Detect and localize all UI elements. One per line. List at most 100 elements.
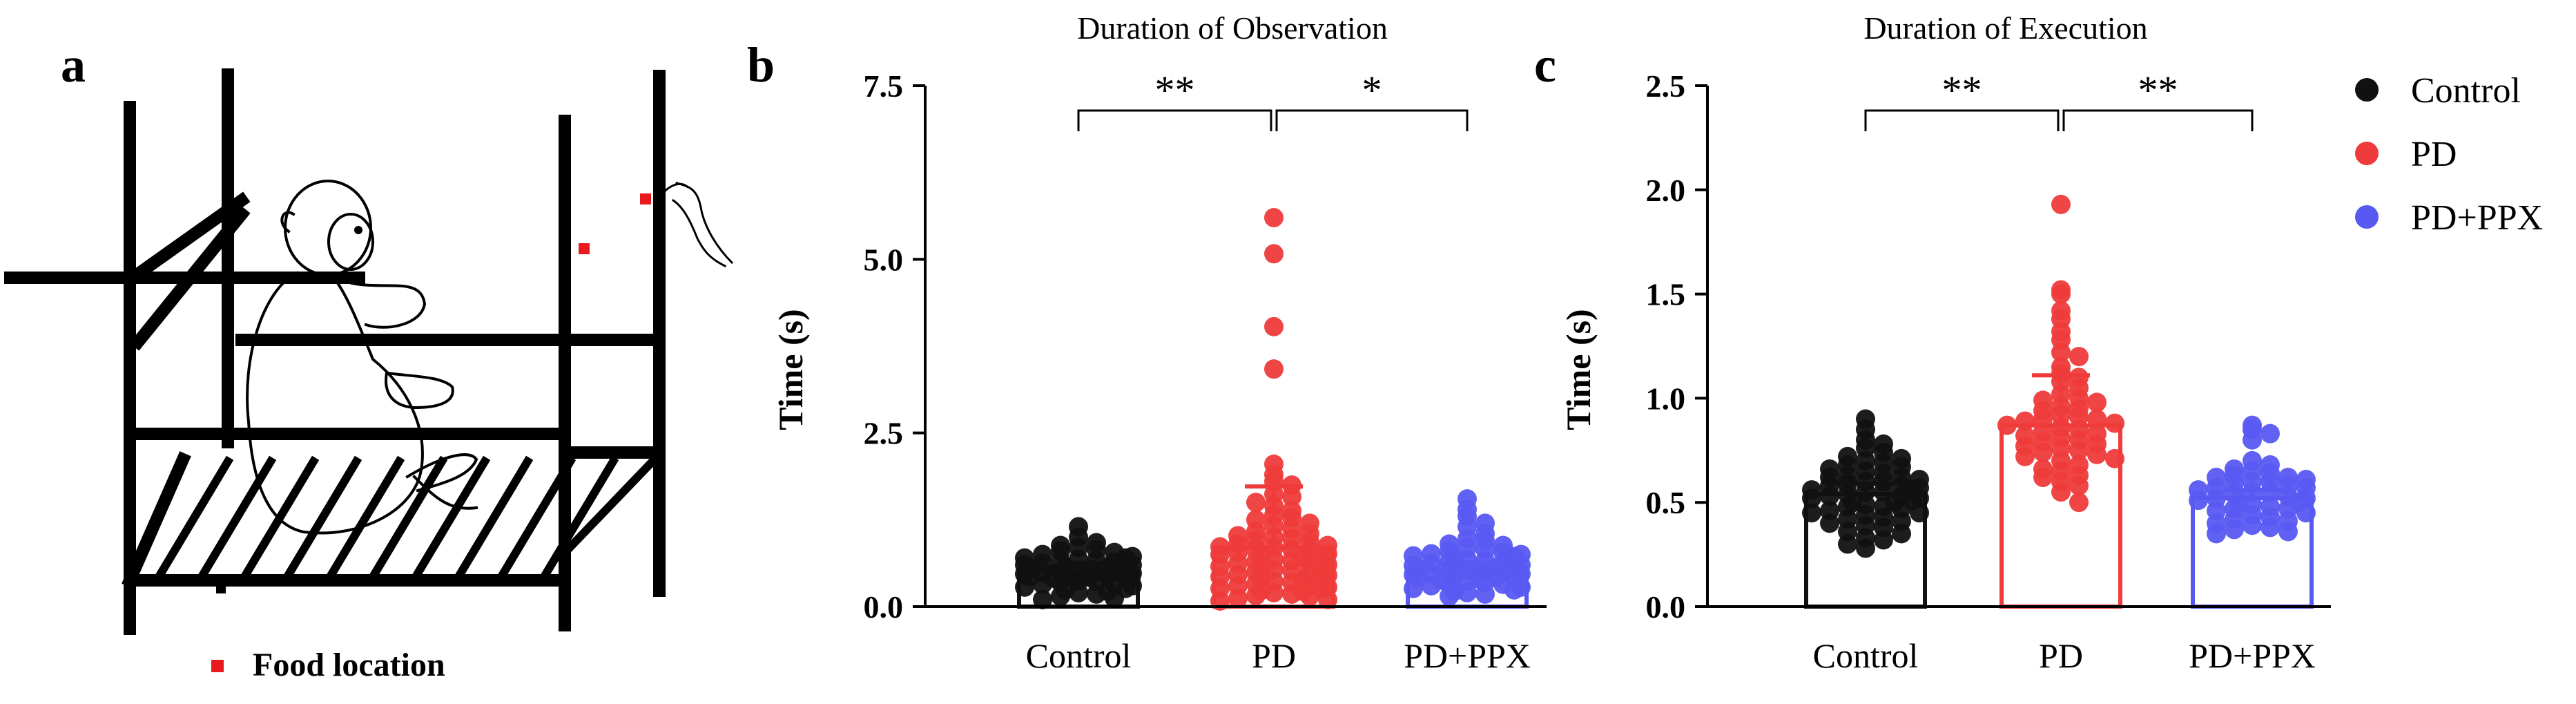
x-category-label: PD+PPX: [2189, 636, 2316, 675]
panel-letter-b: b: [747, 37, 775, 93]
data-point: [1440, 586, 1459, 606]
significance-brackets: ** **: [1864, 68, 2254, 131]
significance-label: **: [1155, 68, 1195, 113]
x-category-labels: Control PD PD+PPX: [1026, 636, 1531, 675]
data-point: [1069, 582, 1088, 602]
data-point: [1404, 578, 1423, 598]
panel-letter-a: a: [61, 37, 86, 93]
data-point: [1087, 584, 1106, 604]
food-legend-marker: [211, 660, 224, 672]
data-point: [1856, 538, 1875, 558]
data-point: [1802, 488, 1821, 508]
data-point: [2087, 409, 2107, 429]
data-point: [1033, 574, 1052, 594]
data-point: [1820, 513, 1839, 533]
legend-marker-control: [2355, 78, 2379, 102]
data-point: [2189, 491, 2208, 511]
y-axis-label: Time (s): [1559, 309, 1598, 430]
data-point: [2243, 515, 2262, 535]
data-point: [1838, 534, 1857, 554]
legend-marker-pd: [2355, 142, 2379, 165]
monkey-icon: [246, 180, 478, 535]
monkey-chair-illustration: [4, 68, 734, 635]
data-point: [2278, 522, 2298, 542]
x-category-label: Control: [1026, 636, 1132, 675]
data-point: [2033, 442, 2053, 462]
y-tick-label: 0.0: [1646, 589, 1686, 625]
y-tick-label: 1.0: [1646, 381, 1686, 416]
data-point: [2015, 411, 2035, 431]
data-points: [1015, 208, 1531, 611]
significance-bracket: [2062, 109, 2254, 131]
data-point: [1051, 586, 1070, 606]
hand-icon: [661, 182, 734, 268]
data-point: [2051, 343, 2071, 363]
data-point: [2260, 424, 2280, 444]
data-point: [1264, 208, 1284, 228]
chart-title: Duration of Execution: [1863, 10, 2147, 46]
data-point: [1282, 584, 1301, 604]
data-point: [2087, 392, 2107, 412]
data-point: [1105, 588, 1124, 608]
data-point: [2243, 430, 2262, 450]
data-point: [1997, 415, 2017, 435]
data-point: [2260, 482, 2280, 502]
y-axis-label: Time (s): [771, 309, 810, 430]
significance-bracket: [1275, 109, 1469, 131]
chart-title: Duration of Observation: [1077, 10, 1388, 46]
data-point: [2051, 482, 2071, 502]
y-tick-label: 5.0: [864, 242, 904, 277]
data-point: [2260, 517, 2280, 537]
x-category-label: PD: [2039, 636, 2083, 675]
significance-label: *: [1362, 68, 1382, 113]
data-point: [2225, 520, 2244, 540]
error-bars: [1837, 373, 2281, 499]
y-tick-label: 2.0: [1646, 173, 1686, 208]
y-ticks: 0.0 0.5 1.0 1.5 2.0 2.5: [1646, 68, 1707, 625]
data-point: [2015, 446, 2035, 466]
data-point: [2069, 493, 2089, 513]
legend-label-pd: PD: [2411, 135, 2457, 174]
data-point: [1504, 580, 1524, 600]
y-tick-label: 7.5: [864, 68, 904, 104]
y-tick-label: 1.5: [1646, 277, 1686, 312]
significance-bracket: [1077, 109, 1272, 131]
food-marker-1: [640, 193, 651, 204]
y-tick-label: 0.5: [1646, 485, 1686, 520]
chart-observation: Duration of Observation Time (s) 0.0 2.5 5…: [771, 10, 1547, 675]
significance-brackets: ** *: [1077, 68, 1469, 131]
legend: Control PD PD+PPX: [2355, 71, 2543, 238]
food-location-label: Food location: [253, 647, 445, 683]
data-point: [1264, 244, 1284, 264]
data-point: [1475, 584, 1495, 604]
significance-label: **: [2138, 68, 2178, 113]
legend-marker-pdppx: [2355, 205, 2379, 229]
data-point: [1264, 359, 1284, 379]
data-point: [1246, 493, 1266, 513]
data-point: [2296, 503, 2316, 523]
data-point: [2069, 347, 2089, 367]
data-point: [1264, 582, 1284, 602]
data-point: [1820, 486, 1839, 506]
data-point: [2069, 476, 2089, 496]
data-point: [1282, 487, 1301, 507]
data-point: [1015, 577, 1034, 597]
error-bars: [1049, 484, 1496, 572]
y-ticks: 0.0 2.5 5.0 7.5: [864, 68, 925, 625]
food-marker-3: [216, 584, 226, 593]
data-point: [2105, 448, 2124, 468]
data-point: [1033, 589, 1052, 609]
legend-label-control: Control: [2411, 71, 2521, 111]
food-marker-2: [579, 243, 590, 254]
data-point: [2033, 468, 2053, 488]
x-category-labels: Control PD PD+PPX: [1813, 636, 2316, 675]
y-tick-label: 2.5: [864, 416, 904, 451]
data-point: [1228, 588, 1248, 608]
chart-execution: Duration of Execution Time (s) 0.0 0.5 1.0…: [1559, 10, 2331, 675]
data-point: [2087, 444, 2107, 464]
data-point: [2051, 284, 2071, 304]
data-point: [1246, 585, 1266, 605]
legend-label-pdppx: PD+PPX: [2411, 198, 2543, 238]
data-point: [1874, 530, 1893, 550]
